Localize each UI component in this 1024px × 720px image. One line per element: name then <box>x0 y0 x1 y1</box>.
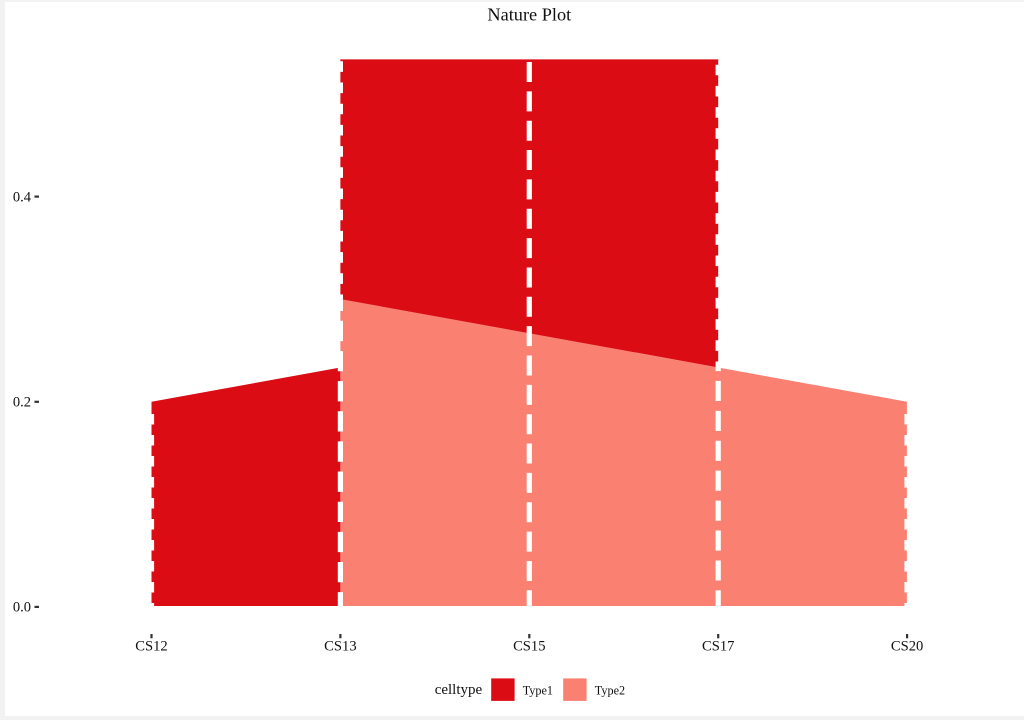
svg-text:Nature Plot: Nature Plot <box>487 4 571 24</box>
svg-text:0.2: 0.2 <box>13 395 31 411</box>
svg-text:CS13: CS13 <box>324 639 356 655</box>
svg-text:0.0: 0.0 <box>13 600 31 616</box>
svg-text:celltype: celltype <box>435 682 483 698</box>
svg-text:CS17: CS17 <box>702 639 734 655</box>
svg-text:Type2: Type2 <box>595 683 625 697</box>
svg-text:CS20: CS20 <box>891 639 923 655</box>
svg-text:CS15: CS15 <box>513 639 545 655</box>
svg-text:Type1: Type1 <box>523 683 553 697</box>
svg-text:CS12: CS12 <box>135 639 167 655</box>
svg-text:0.4: 0.4 <box>13 190 32 206</box>
